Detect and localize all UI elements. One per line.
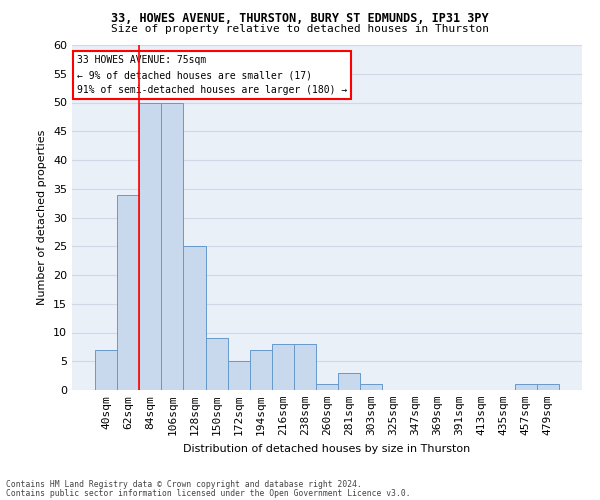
Y-axis label: Number of detached properties: Number of detached properties bbox=[37, 130, 47, 305]
Bar bbox=[338, 373, 360, 390]
Bar bbox=[206, 338, 227, 390]
Text: Contains HM Land Registry data © Crown copyright and database right 2024.: Contains HM Land Registry data © Crown c… bbox=[6, 480, 362, 489]
Bar bbox=[515, 384, 537, 390]
Bar bbox=[95, 350, 117, 390]
Bar bbox=[316, 384, 338, 390]
Bar bbox=[272, 344, 294, 390]
Bar bbox=[184, 246, 206, 390]
Bar bbox=[294, 344, 316, 390]
Text: Size of property relative to detached houses in Thurston: Size of property relative to detached ho… bbox=[111, 24, 489, 34]
Bar bbox=[161, 102, 184, 390]
Bar bbox=[227, 361, 250, 390]
Bar bbox=[139, 102, 161, 390]
Bar bbox=[250, 350, 272, 390]
Text: 33, HOWES AVENUE, THURSTON, BURY ST EDMUNDS, IP31 3PY: 33, HOWES AVENUE, THURSTON, BURY ST EDMU… bbox=[111, 12, 489, 26]
Text: 33 HOWES AVENUE: 75sqm
← 9% of detached houses are smaller (17)
91% of semi-deta: 33 HOWES AVENUE: 75sqm ← 9% of detached … bbox=[77, 56, 347, 95]
Bar bbox=[537, 384, 559, 390]
Bar bbox=[117, 194, 139, 390]
Text: Contains public sector information licensed under the Open Government Licence v3: Contains public sector information licen… bbox=[6, 489, 410, 498]
Bar bbox=[360, 384, 382, 390]
X-axis label: Distribution of detached houses by size in Thurston: Distribution of detached houses by size … bbox=[184, 444, 470, 454]
